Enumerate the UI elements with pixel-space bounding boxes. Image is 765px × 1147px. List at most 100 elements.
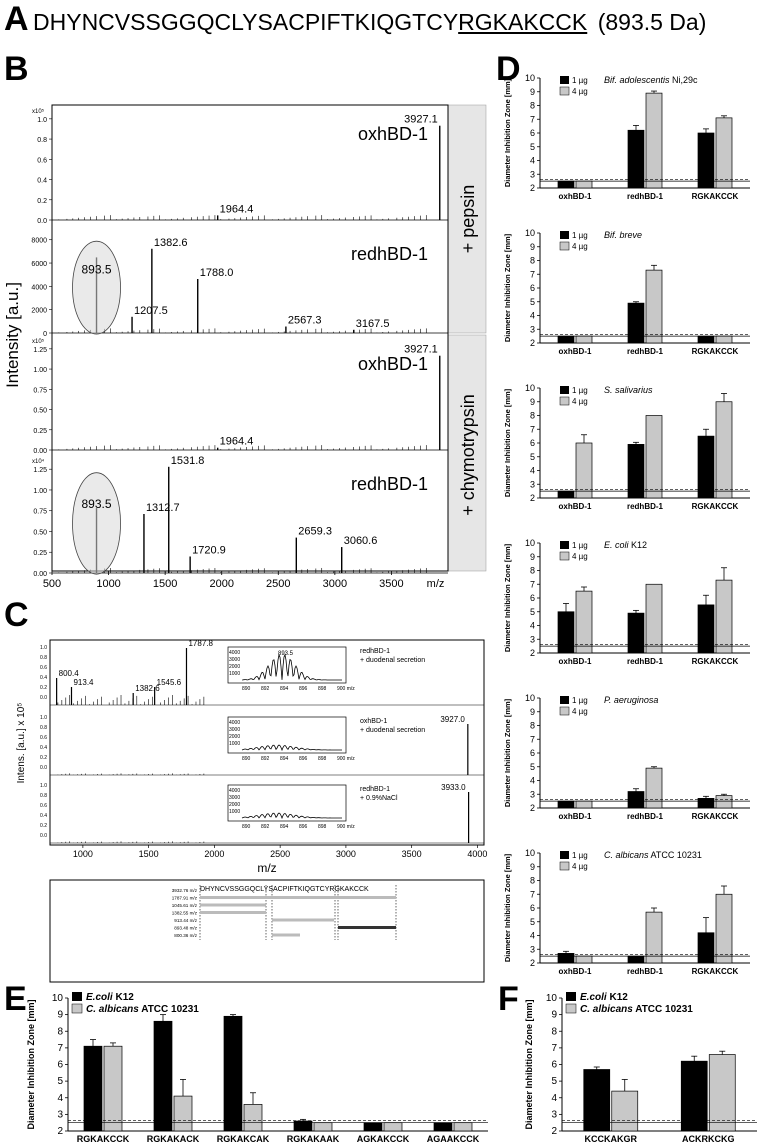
organism-title: P. aeruginosa xyxy=(604,695,658,705)
inset-x-tick: 898 xyxy=(318,686,327,692)
inset-x-tick: 898 xyxy=(318,756,327,762)
y-tick-label: 6 xyxy=(57,1060,63,1071)
y-tick-label: 6 xyxy=(530,593,535,603)
y-tick-label: 10 xyxy=(525,383,535,393)
y-tick-label: 8 xyxy=(57,1026,63,1037)
legend-swatch-ecoli xyxy=(72,992,82,1001)
y-tick-label: 8 xyxy=(530,101,535,111)
x-tick-label: 3500 xyxy=(402,849,422,859)
legend-swatch-1ug xyxy=(560,231,569,239)
inset-x-tick: 894 xyxy=(280,824,289,830)
inset-x-tick: 896 xyxy=(299,756,308,762)
y-tick-label: 0.00 xyxy=(33,448,47,455)
legend-label-4ug: 4 µg xyxy=(572,552,588,561)
y-tick-label: 0.2 xyxy=(37,198,47,205)
legend-swatch-1ug xyxy=(560,696,569,704)
y-tick-label: 9 xyxy=(530,862,535,872)
legend-swatch-4ug xyxy=(559,861,570,871)
category-label: oxhBD-1 xyxy=(559,192,592,201)
peak-label: 1787.8 xyxy=(188,639,213,648)
y-tick-label: 9 xyxy=(530,242,535,252)
legend-label-ecoli: E.coli K12 xyxy=(580,992,628,1003)
organism-title: C. albicans ATCC 10231 xyxy=(604,850,702,860)
fragment-mass: 1787.91 m/z xyxy=(172,896,198,901)
bar xyxy=(697,798,715,809)
y-tick-label: 7 xyxy=(530,424,535,434)
y-tick-label: 10 xyxy=(525,538,535,548)
inset-y-tick: 2000 xyxy=(229,802,240,808)
bar xyxy=(557,611,575,654)
bar xyxy=(697,435,715,499)
y-tick-label: 1.00 xyxy=(33,367,47,374)
y-tick-label: 8 xyxy=(530,411,535,421)
inset-x-tick: 894 xyxy=(280,686,289,692)
y-tick-label: 6 xyxy=(551,1060,557,1071)
peak-label: 893.5 xyxy=(82,263,112,277)
y-tick-label: 4 xyxy=(530,466,535,476)
inset-x-tick: 890 xyxy=(242,686,251,692)
bar xyxy=(575,955,593,964)
bar xyxy=(715,335,733,344)
panel-c-letter: C xyxy=(4,596,29,634)
x-tick-label: 1500 xyxy=(139,849,159,859)
y-axis-label: Diameter Inhibition Zone [mm] xyxy=(503,853,512,962)
bar xyxy=(715,401,733,499)
spectra-frame xyxy=(49,639,485,846)
peak-label: 1788.0 xyxy=(200,267,234,279)
y-tick-label: 9 xyxy=(530,397,535,407)
y-tick-label: 7 xyxy=(530,114,535,124)
fragment-mass: 800.36 m/z xyxy=(174,933,197,938)
bar xyxy=(611,1090,639,1132)
y-tick-label: 4 xyxy=(530,156,535,166)
inset-x-tick: 898 xyxy=(318,824,327,830)
pepsin-side-bar xyxy=(447,104,487,334)
category-label: oxhBD-1 xyxy=(559,812,592,821)
panel-b-letter: B xyxy=(4,50,29,88)
y-tick-label: 10 xyxy=(525,848,535,858)
x-tick-label: 2500 xyxy=(270,849,290,859)
legend-label-calbicans: C. albicans ATCC 10231 xyxy=(580,1004,693,1015)
inset-x-tick: 900 m/z xyxy=(337,756,355,762)
y-tick-label: 7 xyxy=(530,734,535,744)
legend-swatch-4ug xyxy=(559,396,570,406)
legend-swatch-4ug xyxy=(559,241,570,251)
category-label: redhBD-1 xyxy=(627,657,664,666)
spectra-frame xyxy=(51,104,449,572)
y-tick-label: 0.6 xyxy=(37,157,47,164)
y-tick-label: 0.75 xyxy=(33,509,47,516)
inset-x-tick: 900 m/z xyxy=(337,686,355,692)
y-tick-label: 9 xyxy=(530,707,535,717)
y-tick-label: 2 xyxy=(530,493,535,503)
panel-f-bar-chart: Diameter Inhibition Zone [mm] 2 3 4 5 6 7 8 9 10 K… xyxy=(524,992,757,1144)
y-axis-label: Diameter Inhibition Zone [mm] xyxy=(503,233,512,342)
legend-label-calbicans: C. albicans ATCC 10231 xyxy=(86,1004,199,1015)
bar xyxy=(645,767,663,809)
legend-swatch-1ug xyxy=(560,851,569,859)
y-tick-label: 0.8 xyxy=(40,793,47,799)
x-tick-label: 1500 xyxy=(153,578,177,590)
legend-swatch-1ug xyxy=(560,386,569,394)
y-tick-label: 0.8 xyxy=(40,725,47,731)
bar xyxy=(715,893,733,964)
y-tick-label: 4 xyxy=(530,311,535,321)
bar xyxy=(223,1015,243,1132)
category-label: RGKAKCCK xyxy=(692,192,739,201)
y-tick-label: 0.0 xyxy=(40,695,47,701)
x-axis-label: m/z xyxy=(257,861,276,875)
organism-title: Bif. adolescentis Ni,29c xyxy=(604,75,698,85)
inset-peak-label: 893.5 xyxy=(278,651,294,657)
inset-y-tick: 1000 xyxy=(229,741,240,747)
bar xyxy=(575,800,593,809)
trace-condition: + duodenal secretion xyxy=(360,657,425,664)
y-tick-label: 0.0 xyxy=(40,765,47,771)
category-label: RGKAKCCK xyxy=(692,502,739,511)
category-label: oxhBD-1 xyxy=(559,967,592,976)
inset-x-tick: 892 xyxy=(261,824,270,830)
bar xyxy=(557,180,575,189)
legend-label-4ug: 4 µg xyxy=(572,862,588,871)
fragment-box xyxy=(49,879,485,983)
spectrum-title: oxhBD-1 xyxy=(358,124,428,144)
y-tick-label: 2 xyxy=(530,338,535,348)
y-tick-label: 0 xyxy=(43,331,47,338)
y-tick-label: 0.00 xyxy=(33,571,47,578)
